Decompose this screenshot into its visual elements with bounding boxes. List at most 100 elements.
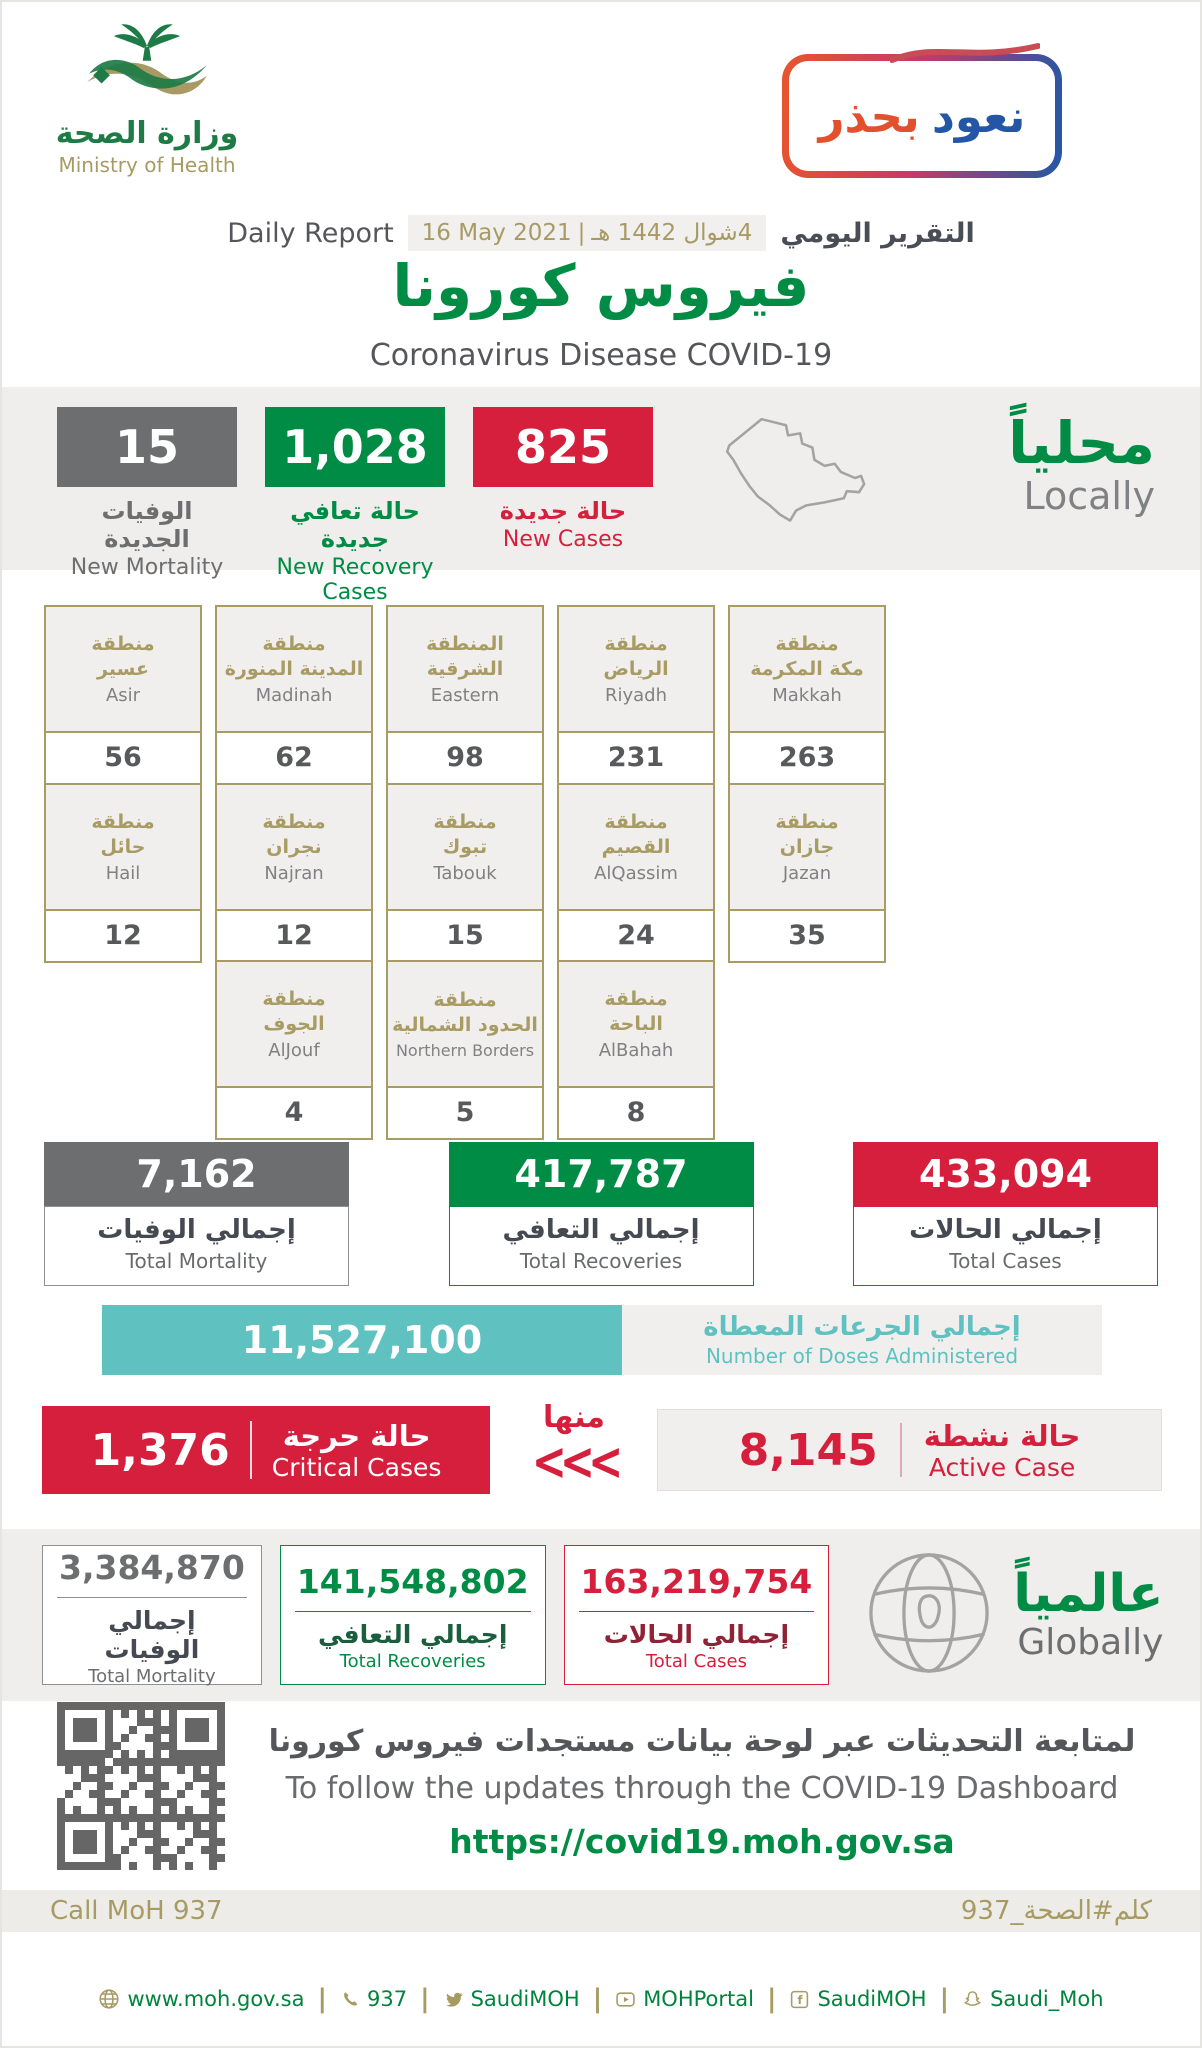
global-cases-value: 163,219,754: [578, 1558, 815, 1612]
local-totals: 7,162 إجمالي الوفيات Total Mortality 417…: [2, 1142, 1200, 1286]
globally-heading: عالمياً Globally: [1013, 1567, 1163, 1663]
region-name-ar: منطقة: [604, 811, 668, 834]
doses-bar: 11,527,100 إجمالي الجرعات المعطاة Number…: [102, 1305, 1102, 1375]
footer-separator: |: [420, 1984, 430, 2014]
new-mortality-label-en: New Mortality: [70, 555, 224, 580]
badge-word-2: بحذر: [818, 89, 920, 143]
new-mortality-value: 15: [57, 407, 237, 487]
region-name-en: Northern Borders: [395, 1040, 535, 1060]
badge-word-1: نعود: [931, 89, 1026, 143]
palm-swords-icon: [72, 24, 222, 114]
active-cases-value: 8,145: [738, 1424, 878, 1476]
daily-report-label-ar: التقرير اليومي: [780, 217, 975, 249]
new-cases-label-ar: حالة جديدة: [499, 497, 627, 525]
report-date-ar: 4شوال 1442 هـ: [591, 220, 753, 246]
page-title-english: Coronavirus Disease COVID-19: [369, 338, 833, 373]
total-recoveries-value: 417,787: [448, 1142, 754, 1206]
footer-facebook-link[interactable]: f SaudiMOH: [789, 1987, 927, 2011]
region-card-najran: منطقة نجران Najran 12: [215, 783, 373, 963]
region-name-ar: منطقة: [604, 988, 668, 1011]
footer-contacts: www.moh.gov.sa | 937 | SaudiMOH |: [2, 1984, 1200, 2014]
new-recoveries-value: 1,028: [265, 407, 445, 487]
saudi-map-icon: [695, 407, 875, 553]
call-bar: Call MoH 937 كلم#الصحة_937: [2, 1890, 1200, 1932]
region-name-en: Jazan: [782, 862, 832, 884]
total-recoveries-label-en: Total Recoveries: [519, 1249, 683, 1273]
logo-english-name: Ministry of Health: [58, 153, 236, 177]
region-name-en: Makkah: [772, 684, 842, 706]
region-name-en: AlJouf: [268, 1039, 320, 1061]
footer-phone-label: 937: [366, 1987, 408, 2011]
locally-heading-en: Locally: [1023, 473, 1155, 518]
total-recoveries-label-ar: إجمالي التعافي: [502, 1215, 700, 1245]
region-value: 15: [446, 920, 484, 951]
total-mortality-value: 7,162: [44, 1142, 349, 1206]
chevrons-left-icon: <<<: [531, 1430, 624, 1492]
new-recoveries-label-en: New Recovery Cases: [276, 555, 434, 605]
footer-separator: |: [766, 1984, 777, 2014]
footer-twitter-link[interactable]: SaudiMOH: [443, 1987, 580, 2011]
region-name-ar: منطقة: [91, 633, 155, 656]
dashboard-note-en: To follow the updates through the COVID-…: [285, 1771, 1119, 1806]
divider: [899, 1423, 902, 1477]
doses-label-ar: إجمالي الجرعات المعطاة: [703, 1312, 1021, 1342]
region-value: 231: [607, 742, 665, 773]
doses-value: 11,527,100: [102, 1305, 622, 1375]
region-row-1: منطقة عسير Asir 56 منطقة المدينة المنورة M…: [44, 605, 886, 785]
footer-snapchat-link[interactable]: Saudi_Moh: [962, 1987, 1104, 2011]
region-name-en: AlBahah: [598, 1039, 674, 1061]
global-recoveries-label-en: Total Recoveries: [339, 1651, 486, 1672]
total-recoveries: 417,787 إجمالي التعافي Total Recoveries: [448, 1142, 754, 1286]
region-name-ar: منطقة: [775, 633, 839, 656]
globe-outline-icon: [863, 1547, 995, 1683]
dashboard-note: لمتابعة التحديثات عبر لوحة بيانات مستجدا…: [252, 1724, 1152, 1861]
page-title-arabic: فيروس كورونا: [392, 252, 810, 320]
hashtag-label: كلم#الصحة_937: [960, 1896, 1152, 1926]
globally-section: 3,384,870 إجمالي الوفيات Total Mortality…: [2, 1529, 1200, 1701]
logo-arabic-name: وزارة الصحة: [55, 116, 239, 151]
snapchat-icon: [962, 1989, 983, 2010]
global-mortality-label-en: Total Mortality: [88, 1665, 216, 1687]
region-value: 35: [788, 920, 826, 951]
region-row-3: منطقة الجوف AlJouf 4 منطقة الحدود الشمالية…: [215, 960, 715, 1140]
footer-twitter-label: SaudiMOH: [470, 1987, 580, 2011]
dashboard-url-link[interactable]: https://covid19.moh.gov.sa: [449, 1822, 955, 1861]
facebook-icon: f: [789, 1989, 810, 2010]
region-name-en: Tabouk: [433, 862, 497, 884]
active-cases-box: 8,145 حالة نشطة Active Case: [657, 1409, 1162, 1491]
region-name-ar: منطقة: [262, 988, 326, 1011]
region-card-eastern: المنطقة الشرقية Eastern 98: [386, 605, 544, 785]
region-value: 4: [284, 1097, 304, 1128]
region-value: 56: [104, 742, 142, 773]
report-date-separator: |: [577, 220, 586, 246]
daily-report-label-en: Daily Report: [227, 217, 394, 249]
footer-portal-link[interactable]: MOHPortal: [615, 1987, 754, 2011]
divider: [249, 1421, 252, 1479]
new-mortality-label-ar: الوفيات الجديدة: [101, 497, 193, 553]
region-name-ar: منطقة: [433, 989, 497, 1012]
region-name-ar: منطقة: [262, 633, 326, 656]
global-recoveries: 141,548,802 إجمالي التعافي Total Recover…: [279, 1545, 546, 1685]
region-name-en: Eastern: [430, 684, 500, 706]
global-mortality: 3,384,870 إجمالي الوفيات Total Mortality: [42, 1545, 262, 1687]
dashboard-note-ar: لمتابعة التحديثات عبر لوحة بيانات مستجدا…: [268, 1724, 1136, 1759]
footer-separator: |: [592, 1984, 603, 2014]
region-name-en: Najran: [264, 862, 324, 884]
region-value: 5: [455, 1097, 475, 1128]
svg-text:f: f: [798, 1993, 804, 2007]
region-name-en: Madinah: [255, 684, 333, 706]
total-cases: 433,094 إجمالي الحالات Total Cases: [853, 1142, 1158, 1286]
footer-website-link[interactable]: www.moh.gov.sa: [98, 1987, 304, 2011]
region-card-alqassim: منطقة القصيم AlQassim 24: [557, 783, 715, 963]
region-row-2: منطقة حائل Hail 12 منطقة نجران Najran 12 م…: [44, 783, 886, 963]
region-card-albahah: منطقة الباحة AlBahah 8: [557, 960, 715, 1140]
footer-phone-link[interactable]: 937: [340, 1987, 407, 2011]
region-value: 263: [778, 742, 836, 773]
region-name-ar: منطقة: [775, 811, 839, 834]
badge-swoosh-icon: [890, 43, 1040, 63]
new-recoveries-label-ar: حالة تعافي جديدة: [290, 497, 420, 553]
region-card-aljouf: منطقة الجوف AlJouf 4: [215, 960, 373, 1140]
phone-icon: [340, 1989, 360, 2009]
region-card-jazan: منطقة جازان Jazan 35: [728, 783, 886, 963]
report-date: 16 May 2021 | 4شوال 1442 هـ: [407, 215, 767, 251]
